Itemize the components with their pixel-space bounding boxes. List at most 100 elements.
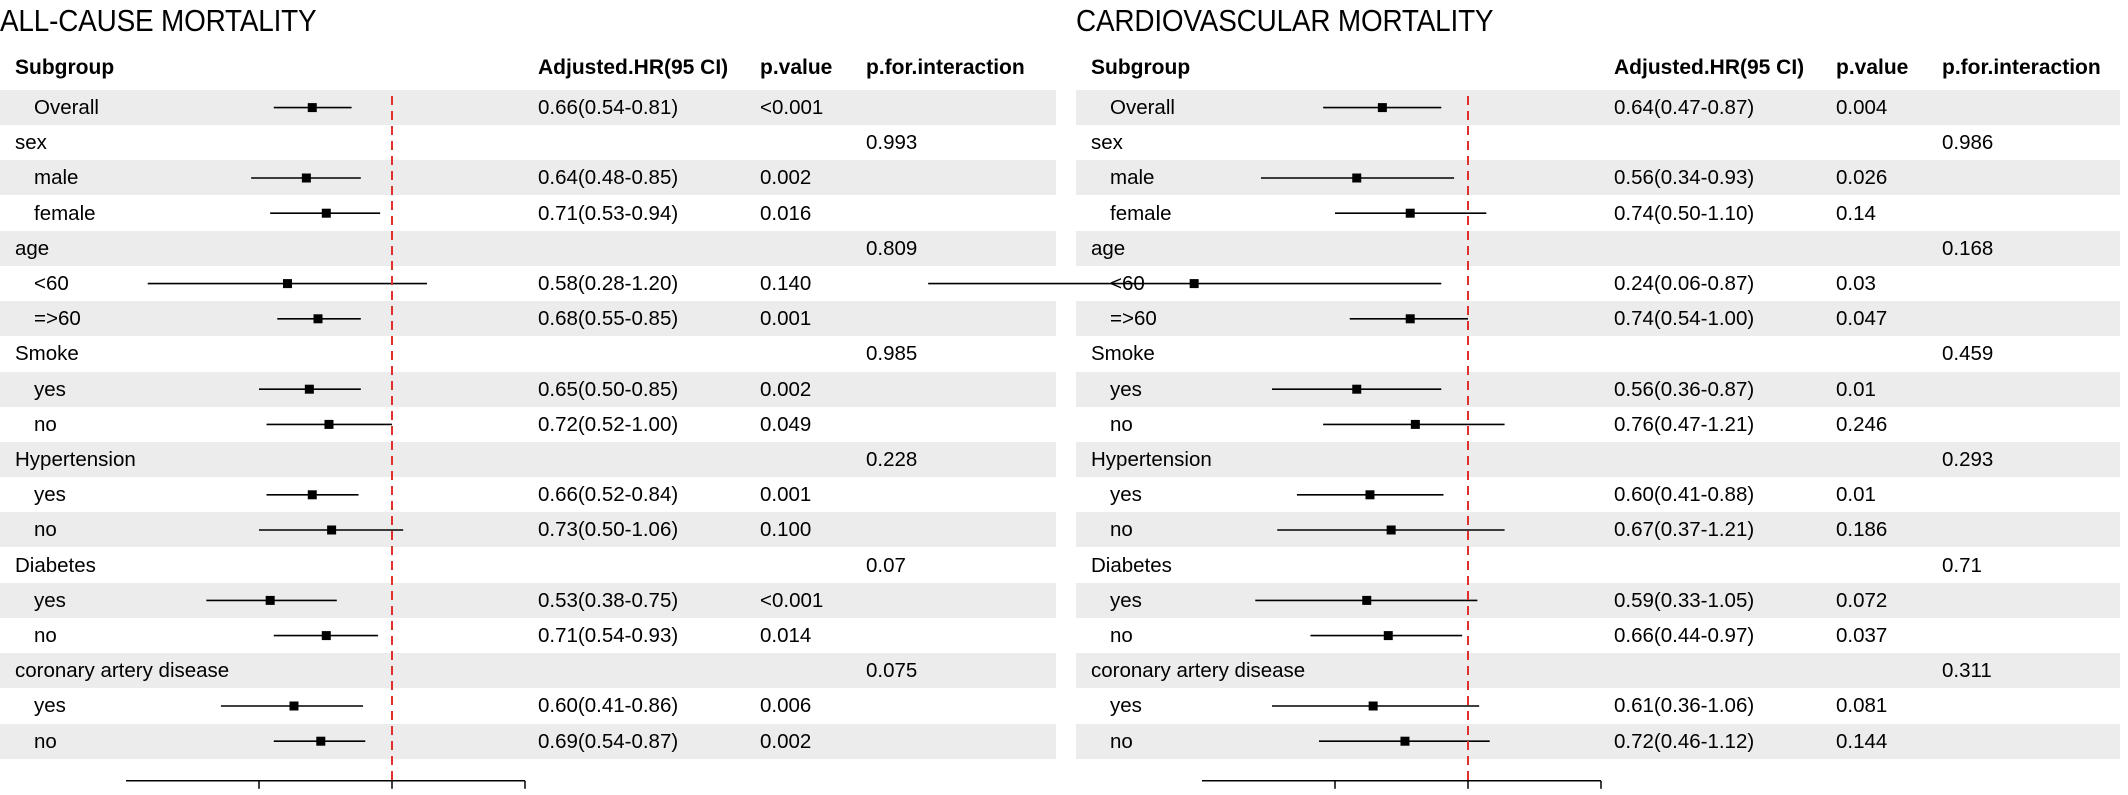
table-row: no 0.67(0.37-1.21) 0.186 (1076, 512, 2120, 548)
p-value: 0.014 (760, 624, 812, 647)
subgroup-label: coronary artery disease (1091, 659, 1306, 683)
hr-ci-value: 0.58(0.28-1.20) (538, 272, 679, 295)
p-value: 0.081 (1836, 694, 1888, 718)
table-row: female 0.74(0.50-1.10) 0.14 (1076, 196, 2120, 231)
hr-point (1352, 173, 1362, 183)
subgroup-label: yes (1110, 588, 1142, 612)
table-row: coronary artery disease 0.311 (1076, 653, 2120, 689)
hr-ci-value: 0.76(0.47-1.21) (1614, 412, 1755, 436)
p-interaction-value: 0.228 (866, 448, 918, 471)
header-pvalue: p.value (1836, 56, 1909, 79)
subgroup-label: <60 (34, 272, 69, 295)
subgroup-label: yes (34, 694, 66, 718)
hr-point (316, 736, 326, 746)
subgroup-label: age (15, 236, 50, 260)
hr-point (307, 490, 317, 500)
subgroup-label: yes (1110, 694, 1142, 718)
p-value: 0.14 (1836, 201, 1876, 225)
subgroup-label: Hypertension (1091, 448, 1212, 471)
hr-ci-value: 0.67(0.37-1.21) (1614, 518, 1755, 542)
table-row: coronary artery disease 0.075 (0, 653, 1056, 689)
hr-point (301, 173, 311, 183)
hr-ci-value: 0.66(0.54-0.81) (538, 96, 679, 119)
subgroup-label: age (1091, 236, 1126, 260)
p-value: 0.03 (1836, 272, 1876, 295)
table-row: no 0.72(0.46-1.12) 0.144 (1076, 723, 2120, 759)
hr-point (307, 103, 317, 113)
hr-point (282, 279, 292, 289)
table-row: yes 0.66(0.52-0.84) 0.001 (0, 477, 1056, 512)
hr-ci-value: 0.56(0.36-0.87) (1614, 377, 1755, 401)
table-row: Overall 0.66(0.54-0.81) <0.001 (0, 90, 1056, 125)
hr-ci-value: 0.56(0.34-0.93) (1614, 166, 1755, 190)
panel-title: ALL-CAUSE MORTALITY (0, 3, 317, 38)
hr-ci-value: 0.64(0.48-0.85) (538, 166, 679, 190)
hr-ci-value: 0.74(0.54-1.00) (1614, 307, 1755, 331)
hr-ci-value: 0.68(0.55-0.85) (538, 307, 679, 331)
p-value: 0.037 (1836, 624, 1888, 647)
cardiovascular-mortality-panel: CARDIOVASCULAR MORTALITY Subgroup Adjust… (928, 0, 2128, 795)
forest-plot: 0.512 (126, 96, 530, 795)
p-value: 0.002 (760, 166, 812, 190)
p-value: 0.049 (760, 412, 812, 436)
hr-point (289, 701, 299, 711)
table-row: Hypertension 0.228 (0, 442, 1056, 477)
table-row: female 0.71(0.53-0.94) 0.016 (0, 196, 1056, 231)
p-value: <0.001 (760, 96, 824, 119)
subgroup-label: female (1110, 201, 1172, 225)
subgroup-label: no (34, 729, 57, 753)
header-subgroup: Subgroup (15, 56, 115, 79)
p-value: 0.047 (1836, 307, 1888, 331)
subgroup-label: no (1110, 518, 1133, 542)
subgroup-label: yes (34, 483, 66, 507)
p-value: 0.026 (1836, 166, 1888, 190)
hr-ci-value: 0.71(0.53-0.94) (538, 201, 679, 225)
p-value: 0.100 (760, 518, 812, 542)
subgroup-label: no (34, 518, 57, 542)
hr-ci-value: 0.60(0.41-0.86) (538, 694, 679, 718)
table-row: no 0.71(0.54-0.93) 0.014 (0, 618, 1056, 653)
hr-point (313, 314, 323, 324)
table-row: yes 0.61(0.36-1.06) 0.081 (1076, 688, 2120, 723)
subgroup-label: Overall (34, 96, 99, 119)
header-subgroup: Subgroup (1091, 56, 1191, 79)
table-row: Smoke 0.985 (0, 336, 1056, 371)
table-row: Smoke 0.459 (1076, 336, 2120, 371)
hr-point (1368, 701, 1378, 711)
p-interaction-value: 0.985 (866, 342, 918, 366)
p-interaction-value: 0.459 (1942, 342, 1994, 366)
subgroup-label: Diabetes (1091, 553, 1172, 577)
subgroup-label: sex (15, 131, 47, 155)
p-value: 0.01 (1836, 377, 1876, 401)
table-row: =>60 0.74(0.54-1.00) 0.047 (1076, 301, 2120, 337)
table-row: no 0.72(0.52-1.00) 0.049 (0, 407, 1056, 442)
p-interaction-value: 0.986 (1942, 131, 1994, 155)
p-value: 0.140 (760, 272, 812, 295)
subgroup-label: yes (1110, 483, 1142, 507)
subgroup-label: =>60 (34, 307, 81, 331)
p-interaction-value: 0.993 (866, 131, 918, 155)
hr-point (1405, 314, 1415, 324)
hr-ci-value: 0.72(0.52-1.00) (538, 412, 679, 436)
table-row: yes 0.65(0.50-0.85) 0.002 (0, 371, 1056, 407)
hr-ci-value: 0.65(0.50-0.85) (538, 377, 679, 401)
table-row: Diabetes 0.07 (0, 548, 1056, 583)
all-cause-mortality-panel: ALL-CAUSE MORTALITY Subgroup Adjusted.HR… (0, 3, 1056, 795)
table-row: yes 0.60(0.41-0.88) 0.01 (1076, 477, 2120, 512)
p-value: 0.006 (760, 694, 812, 718)
table-row: no 0.66(0.44-0.97) 0.037 (1076, 618, 2120, 653)
subgroup-label: Smoke (15, 342, 79, 366)
hr-ci-value: 0.73(0.50-1.06) (538, 518, 679, 542)
p-interaction-value: 0.07 (866, 553, 906, 577)
hr-point (324, 419, 334, 429)
table-row: <60 0.58(0.28-1.20) 0.140 (0, 266, 1056, 301)
table-row: no 0.76(0.47-1.21) 0.246 (1076, 407, 2120, 442)
table-row: yes 0.53(0.38-0.75) <0.001 (0, 582, 1056, 618)
table-row: yes 0.60(0.41-0.86) 0.006 (0, 688, 1056, 723)
hr-point (321, 208, 331, 218)
p-value: 0.186 (1836, 518, 1888, 542)
p-interaction-value: 0.168 (1942, 236, 1994, 260)
subgroup-label: Hypertension (15, 448, 136, 471)
table-row: Diabetes 0.71 (1076, 548, 2120, 583)
hr-point (1377, 103, 1387, 113)
